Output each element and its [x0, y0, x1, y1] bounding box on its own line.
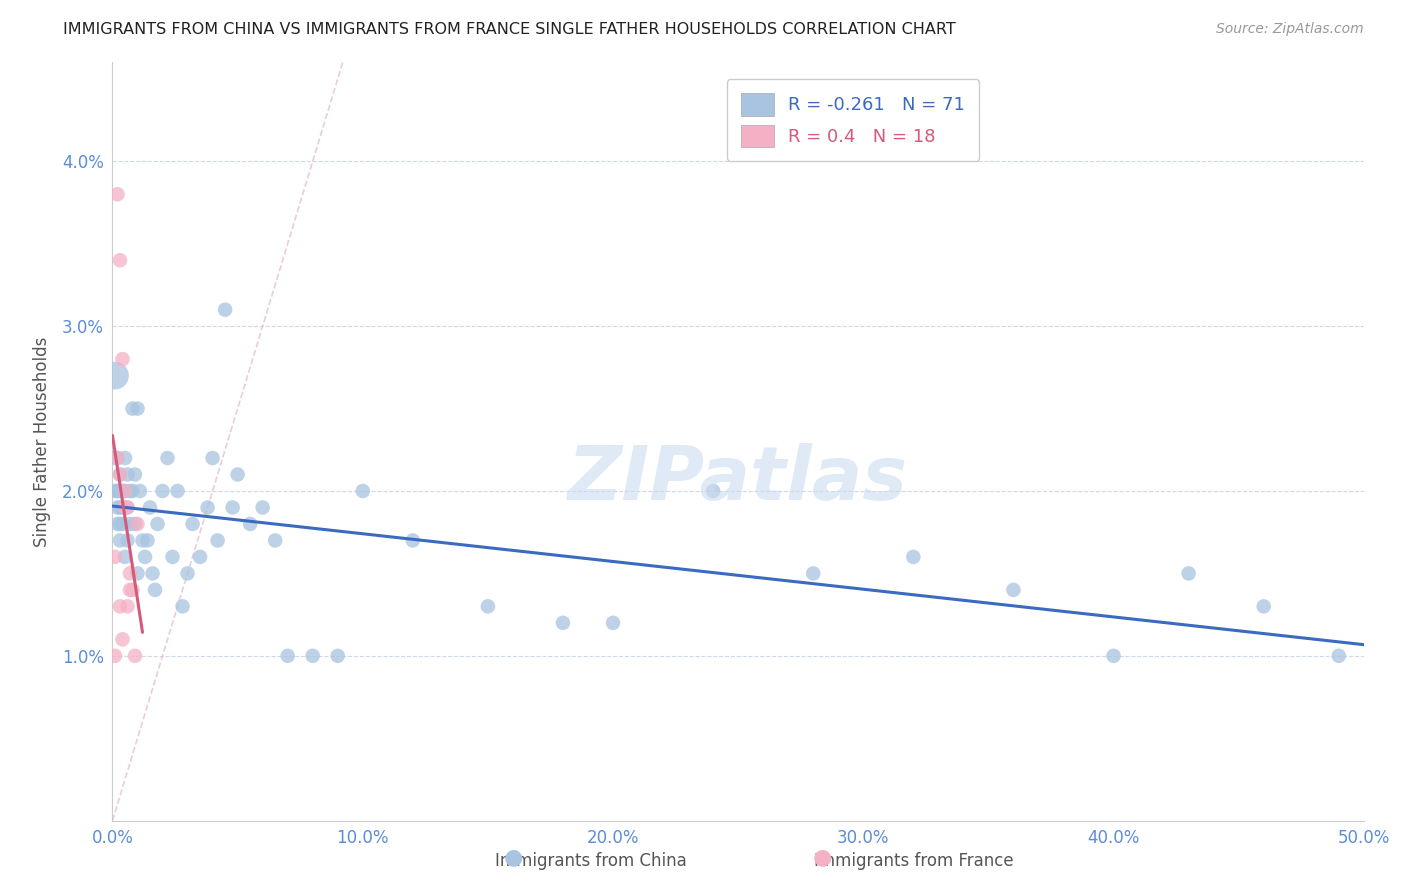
Point [136, 533, 159, 548]
Point [264, 533, 287, 548]
Point [104, 549, 127, 564]
Y-axis label: Single Father Households: Single Father Households [32, 336, 51, 547]
Point [201, 450, 224, 465]
Point [156, 450, 179, 465]
Point [108, 483, 131, 498]
Point [226, 467, 249, 482]
Point [111, 483, 134, 498]
Point [117, 500, 139, 515]
Point [221, 500, 243, 515]
Text: Source: ZipAtlas.com: Source: ZipAtlas.com [1216, 22, 1364, 37]
Text: ●: ● [813, 847, 832, 867]
Point [124, 648, 146, 663]
Point [166, 483, 188, 498]
Point [602, 615, 624, 630]
Point [252, 500, 274, 515]
Point [108, 599, 131, 614]
Point [301, 648, 323, 663]
Point [111, 352, 134, 367]
Point [1102, 648, 1125, 663]
Point [117, 467, 139, 482]
Point [104, 368, 127, 383]
Point [108, 516, 131, 531]
Point [107, 450, 129, 465]
Point [111, 632, 134, 647]
Point [127, 566, 149, 581]
Point [117, 500, 139, 515]
Point [1002, 582, 1025, 597]
Point [118, 582, 141, 597]
Point [326, 648, 349, 663]
Point [121, 401, 143, 416]
Text: Immigrants from France: Immigrants from France [814, 852, 1014, 870]
Point [134, 549, 156, 564]
Point [197, 500, 219, 515]
Point [118, 566, 141, 581]
Point [114, 500, 136, 515]
Point [124, 467, 146, 482]
Point [172, 599, 194, 614]
Text: Immigrants from China: Immigrants from China [495, 852, 686, 870]
Point [107, 483, 129, 498]
Point [121, 582, 143, 597]
Point [214, 302, 236, 317]
Point [114, 549, 136, 564]
Point [108, 253, 131, 268]
Point [801, 566, 824, 581]
Point [551, 615, 574, 630]
Point [124, 516, 146, 531]
Point [108, 467, 131, 482]
Point [111, 500, 134, 515]
Point [207, 533, 229, 548]
Point [1177, 566, 1199, 581]
Point [477, 599, 499, 614]
Point [117, 599, 139, 614]
Point [188, 549, 211, 564]
Point [118, 516, 141, 531]
Point [141, 566, 163, 581]
Point [114, 483, 136, 498]
Point [107, 516, 129, 531]
Point [121, 483, 143, 498]
Point [277, 648, 299, 663]
Point [107, 483, 129, 498]
Point [146, 516, 169, 531]
Point [903, 549, 925, 564]
Point [117, 533, 139, 548]
Point [702, 483, 724, 498]
Text: ZIPatlas: ZIPatlas [568, 443, 908, 516]
Point [108, 500, 131, 515]
Point [104, 648, 127, 663]
Point [114, 450, 136, 465]
Point [104, 450, 127, 465]
Point [108, 533, 131, 548]
Legend: R = -0.261   N = 71, R = 0.4   N = 18: R = -0.261 N = 71, R = 0.4 N = 18 [727, 79, 980, 161]
Point [129, 483, 152, 498]
Point [176, 566, 198, 581]
Point [127, 516, 149, 531]
Point [1253, 599, 1275, 614]
Point [111, 516, 134, 531]
Point [127, 401, 149, 416]
Point [143, 582, 166, 597]
Point [104, 483, 127, 498]
Point [162, 549, 184, 564]
Point [1327, 648, 1350, 663]
Point [107, 187, 129, 202]
Point [107, 450, 129, 465]
Point [114, 483, 136, 498]
Point [108, 467, 131, 482]
Point [131, 533, 153, 548]
Text: ●: ● [503, 847, 523, 867]
Point [402, 533, 425, 548]
Point [181, 516, 204, 531]
Point [239, 516, 262, 531]
Text: IMMIGRANTS FROM CHINA VS IMMIGRANTS FROM FRANCE SINGLE FATHER HOUSEHOLDS CORRELA: IMMIGRANTS FROM CHINA VS IMMIGRANTS FROM… [63, 22, 956, 37]
Point [152, 483, 174, 498]
Point [139, 500, 162, 515]
Point [118, 483, 141, 498]
Point [352, 483, 374, 498]
Point [107, 500, 129, 515]
